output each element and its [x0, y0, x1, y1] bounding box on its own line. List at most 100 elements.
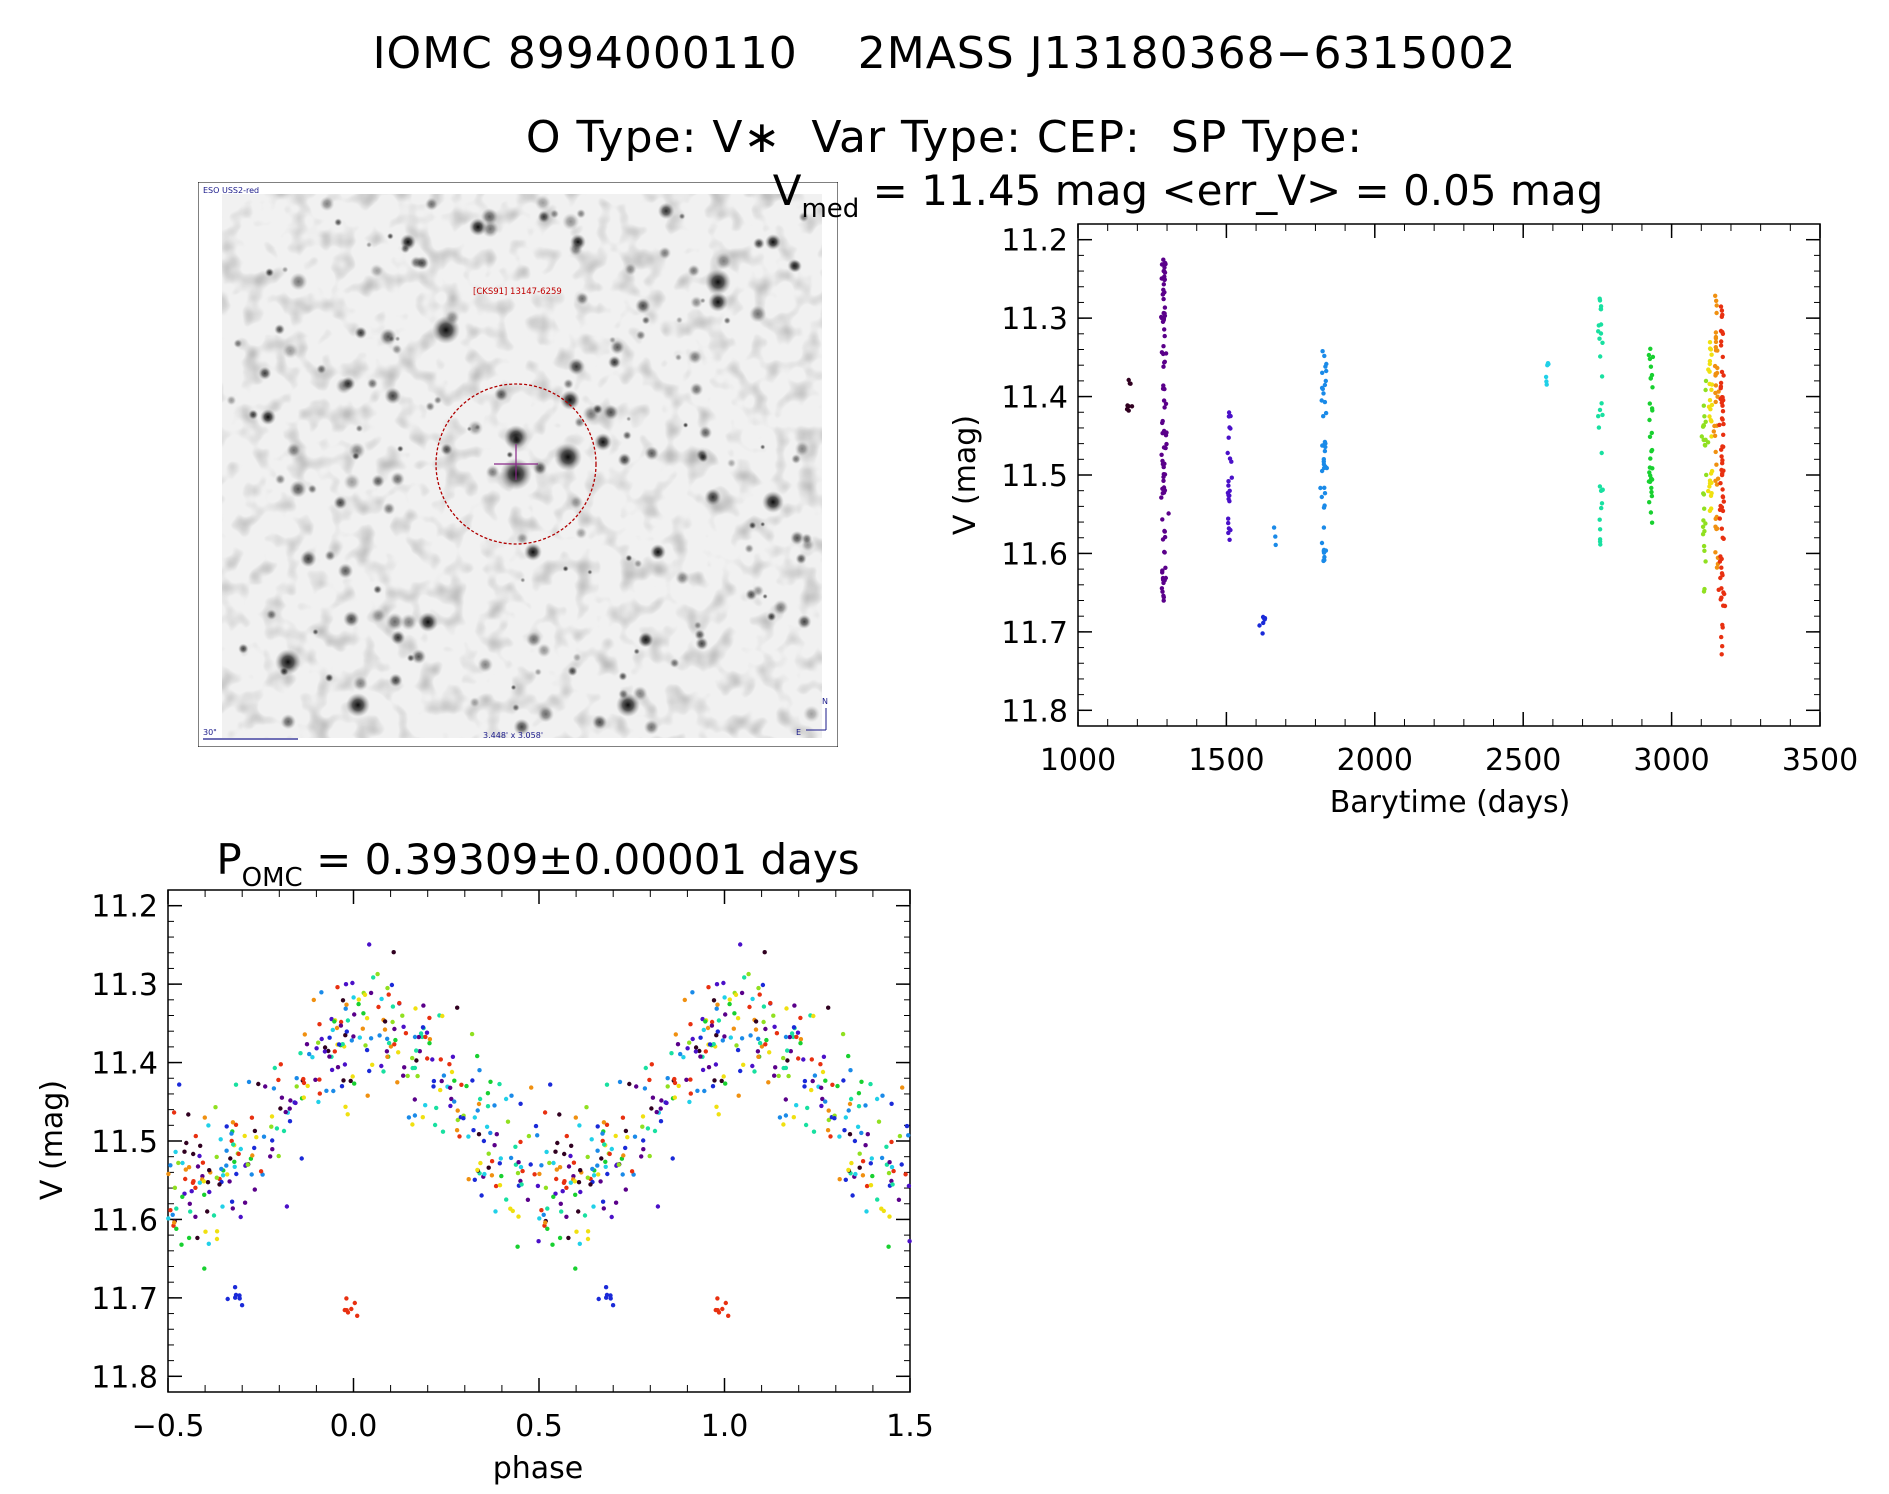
timeseries-point	[1160, 458, 1165, 464]
star	[607, 355, 622, 369]
phase-point	[707, 1042, 713, 1047]
phase-point	[432, 1122, 438, 1128]
phase-point	[681, 1055, 686, 1060]
timeseries-point	[1714, 482, 1720, 487]
phase-point	[621, 1153, 626, 1158]
star	[745, 588, 758, 601]
phase-point	[600, 1131, 605, 1136]
phase-point	[476, 1132, 482, 1137]
timeseries-point	[1599, 501, 1605, 506]
phase-point	[499, 1173, 504, 1179]
phase-point	[887, 1160, 892, 1165]
phase-point	[904, 1123, 910, 1129]
phase-point	[852, 1138, 858, 1144]
timeseries-point	[1717, 559, 1723, 564]
north-label: N	[822, 697, 828, 706]
phase-point	[713, 1062, 719, 1067]
phase-point	[440, 1013, 445, 1019]
phase-point	[568, 1180, 573, 1185]
phase-point	[218, 1137, 223, 1142]
timeseries-point	[1719, 571, 1725, 576]
star	[281, 266, 289, 273]
phase-point	[361, 1011, 366, 1016]
phase-point	[590, 1166, 595, 1172]
phase-point	[299, 1156, 304, 1161]
phase-point	[801, 1057, 806, 1062]
phase-point	[848, 1068, 853, 1073]
phase-point	[200, 1160, 206, 1165]
phase-point	[202, 1115, 207, 1120]
timeseries-point	[1700, 532, 1706, 537]
phase-point	[261, 1134, 267, 1139]
timeseries-y-tick-label: 11.4	[1001, 381, 1068, 416]
phase-point	[217, 1182, 222, 1187]
phase-point	[604, 1082, 610, 1087]
phase-y-tick-label: 11.4	[91, 1047, 158, 1082]
timeseries-y-tick-label: 11.5	[1001, 459, 1068, 494]
phase-point	[906, 1183, 912, 1189]
phase-point	[665, 1076, 670, 1081]
phase-point	[403, 1031, 409, 1036]
phase-point	[317, 1077, 322, 1082]
phase-point	[421, 1003, 426, 1008]
phase-point	[573, 1115, 578, 1120]
phase-point	[274, 1126, 280, 1131]
timeseries-point	[1161, 472, 1167, 477]
star	[682, 422, 689, 428]
phase-point	[504, 1197, 509, 1202]
star	[803, 705, 820, 723]
phase-point	[757, 1040, 763, 1046]
phase-point	[350, 980, 355, 986]
phase-point	[455, 1108, 460, 1113]
phase-point	[335, 985, 340, 990]
timeseries-point	[1160, 568, 1165, 573]
phase-point	[420, 1115, 425, 1120]
star	[708, 292, 728, 312]
phase-point	[229, 1199, 235, 1204]
phase-point	[190, 1180, 196, 1186]
timeseries-point	[1721, 373, 1726, 378]
star	[445, 310, 460, 325]
phase-point	[864, 1183, 870, 1189]
phase-point	[783, 1113, 789, 1118]
phase-point	[401, 1024, 406, 1030]
phase-point	[716, 1112, 721, 1117]
star	[797, 614, 812, 629]
timeseries-point	[1161, 287, 1166, 292]
timeseries-y-tick-label: 11.7	[1001, 616, 1068, 651]
phase-point	[193, 1214, 198, 1220]
timeseries-point	[1719, 526, 1725, 531]
phase-point	[430, 1057, 435, 1062]
phase-point	[518, 1139, 523, 1145]
phase-point	[625, 1135, 630, 1140]
timeseries-point	[1718, 304, 1724, 309]
phase-y-tick-label: 11.8	[91, 1360, 158, 1395]
phase-point	[198, 1143, 203, 1149]
phase-point	[202, 1192, 207, 1198]
phase-point	[609, 1146, 614, 1152]
phase-point	[472, 1115, 477, 1120]
phase-point	[617, 1079, 623, 1085]
star	[658, 246, 672, 260]
phase-point	[846, 1108, 851, 1113]
phase-point	[466, 1177, 471, 1182]
timeseries-point	[1649, 489, 1654, 495]
phase-point	[709, 1019, 715, 1025]
phase-point	[700, 1067, 706, 1073]
phase-point	[238, 1146, 243, 1152]
timeseries-point	[1713, 449, 1718, 455]
timeseries-point	[1700, 424, 1706, 429]
phase-point	[341, 1078, 346, 1083]
phase-point	[237, 1293, 242, 1298]
timeseries-point	[1162, 405, 1167, 410]
phase-point	[186, 1112, 191, 1117]
phase-point	[687, 1099, 692, 1105]
east-label: E	[796, 728, 801, 737]
phase-point	[828, 1134, 833, 1139]
phase-x-axis-label: phase	[493, 1451, 584, 1486]
phase-point	[639, 1154, 644, 1159]
phase-point	[233, 1122, 239, 1128]
timeseries-point	[1162, 549, 1167, 555]
phase-point	[641, 1138, 646, 1143]
phase-point	[727, 997, 732, 1002]
